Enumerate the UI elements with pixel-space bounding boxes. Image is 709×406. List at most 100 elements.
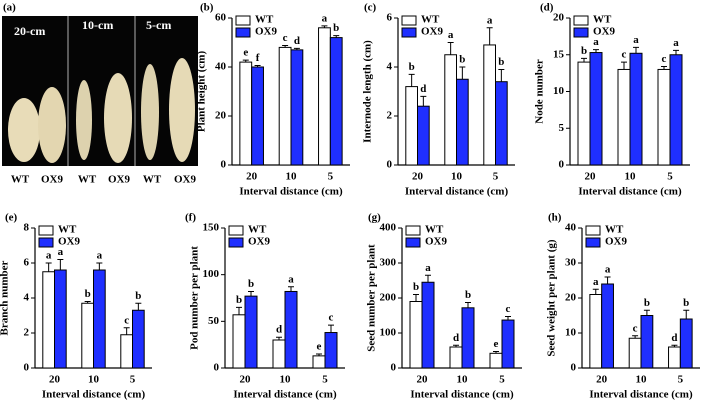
- plant: [76, 80, 92, 160]
- significance-letter: b: [236, 294, 242, 306]
- x-axis-label: Interval distance (cm): [42, 389, 146, 401]
- bar: [483, 44, 496, 166]
- error-bar: [57, 259, 64, 270]
- error-bar: [45, 262, 52, 272]
- plant: [104, 73, 132, 163]
- x-axis-label: Interval distance (cm): [405, 186, 509, 198]
- y-tick-label: 0: [559, 159, 565, 171]
- significance-letter: a: [593, 276, 599, 288]
- y-tick-label: 2: [24, 327, 30, 339]
- legend-label: WT: [425, 224, 444, 236]
- y-tick-label: 100: [203, 268, 220, 280]
- legend-label: OX9: [593, 26, 616, 38]
- error-bar: [236, 306, 242, 315]
- error-bar: [593, 49, 599, 53]
- bar: [456, 78, 469, 166]
- error-bar: [135, 302, 142, 311]
- x-axis-label: Interval distance (cm): [233, 389, 337, 401]
- genotype-label: OX9: [174, 174, 197, 186]
- bar: [312, 355, 326, 369]
- y-tick-label: 0: [221, 159, 227, 171]
- bar: [449, 346, 463, 369]
- panel-label: (f): [185, 212, 196, 224]
- error-bar: [505, 316, 511, 321]
- panel-label: (h): [548, 212, 562, 224]
- legend-label: WT: [58, 224, 77, 236]
- significance-letter: a: [487, 14, 493, 26]
- y-tick-label: 6: [387, 12, 393, 24]
- photo-caption: 10-cm: [82, 18, 113, 32]
- bar: [657, 68, 671, 166]
- x-tick-label: 10: [286, 171, 298, 183]
- x-axis-label: Interval distance (cm): [578, 186, 682, 198]
- error-bar: [493, 351, 499, 354]
- error-bar: [633, 46, 639, 54]
- panel-label: (a): [3, 2, 16, 14]
- error-bar: [604, 276, 611, 284]
- error-bar: [632, 335, 639, 339]
- error-bar: [328, 324, 334, 333]
- bar: [601, 283, 614, 369]
- legend-label: OX9: [421, 26, 444, 38]
- bar: [640, 315, 654, 369]
- bar: [409, 301, 423, 369]
- significance-letter: b: [465, 289, 471, 301]
- y-tick-label: 15: [553, 48, 565, 60]
- panel-label: (g): [368, 212, 381, 224]
- bar: [278, 46, 292, 166]
- y-tick-label: 6: [24, 257, 30, 269]
- error-bar: [453, 344, 459, 347]
- significance-letter: b: [644, 297, 650, 309]
- legend-swatch: [585, 225, 601, 236]
- plant: [169, 58, 195, 162]
- y-tick-label: 300: [380, 257, 397, 269]
- legend-label: WT: [255, 14, 274, 26]
- significance-letter: c: [329, 312, 334, 324]
- y-tick-label: 0: [391, 362, 397, 374]
- bar: [629, 52, 643, 166]
- x-tick-label: 20: [417, 374, 429, 386]
- legend-label: OX9: [425, 236, 448, 248]
- bar: [239, 61, 253, 166]
- bar: [495, 81, 508, 166]
- bar: [679, 318, 693, 369]
- error-bar: [248, 290, 254, 297]
- significance-letter: b: [683, 297, 689, 309]
- x-tick-label: 5: [328, 171, 334, 183]
- y-tick-label: 40: [565, 222, 577, 234]
- significance-letter: d: [294, 35, 300, 47]
- panel-label: (c): [364, 2, 377, 14]
- y-tick-label: 2: [387, 110, 393, 122]
- bar: [405, 86, 418, 166]
- bar: [329, 37, 343, 166]
- y-tick-label: 200: [380, 292, 397, 304]
- significance-letter: c: [622, 49, 627, 61]
- error-bar: [420, 95, 427, 107]
- significance-letter: a: [425, 262, 431, 274]
- error-bar: [316, 353, 322, 356]
- bar: [617, 68, 631, 166]
- bar: [324, 332, 338, 369]
- significance-letter: d: [671, 332, 677, 344]
- error-bar: [123, 327, 130, 335]
- error-bar: [333, 35, 340, 38]
- bar: [668, 346, 681, 369]
- significance-letter: a: [605, 264, 611, 276]
- plant: [141, 64, 159, 160]
- y-tick-label: 30: [565, 257, 577, 269]
- x-tick-label: 10: [280, 374, 292, 386]
- x-axis-label: Interval distance (cm): [589, 389, 693, 401]
- x-tick-label: 20: [596, 374, 608, 386]
- y-axis-label: Branch number: [0, 260, 11, 335]
- bar: [132, 309, 145, 369]
- error-bar: [84, 301, 91, 304]
- error-bar: [673, 49, 679, 55]
- significance-letter: a: [448, 29, 454, 41]
- bar: [461, 307, 475, 369]
- x-tick-label: 10: [88, 374, 100, 386]
- bar: [589, 294, 603, 369]
- x-tick-label: 10: [451, 171, 463, 183]
- significance-letter: d: [420, 83, 426, 95]
- legend-label: OX9: [605, 236, 628, 248]
- y-tick-label: 0: [571, 362, 577, 374]
